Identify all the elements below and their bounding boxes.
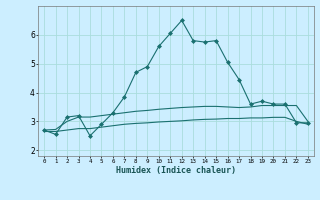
X-axis label: Humidex (Indice chaleur): Humidex (Indice chaleur) xyxy=(116,166,236,175)
